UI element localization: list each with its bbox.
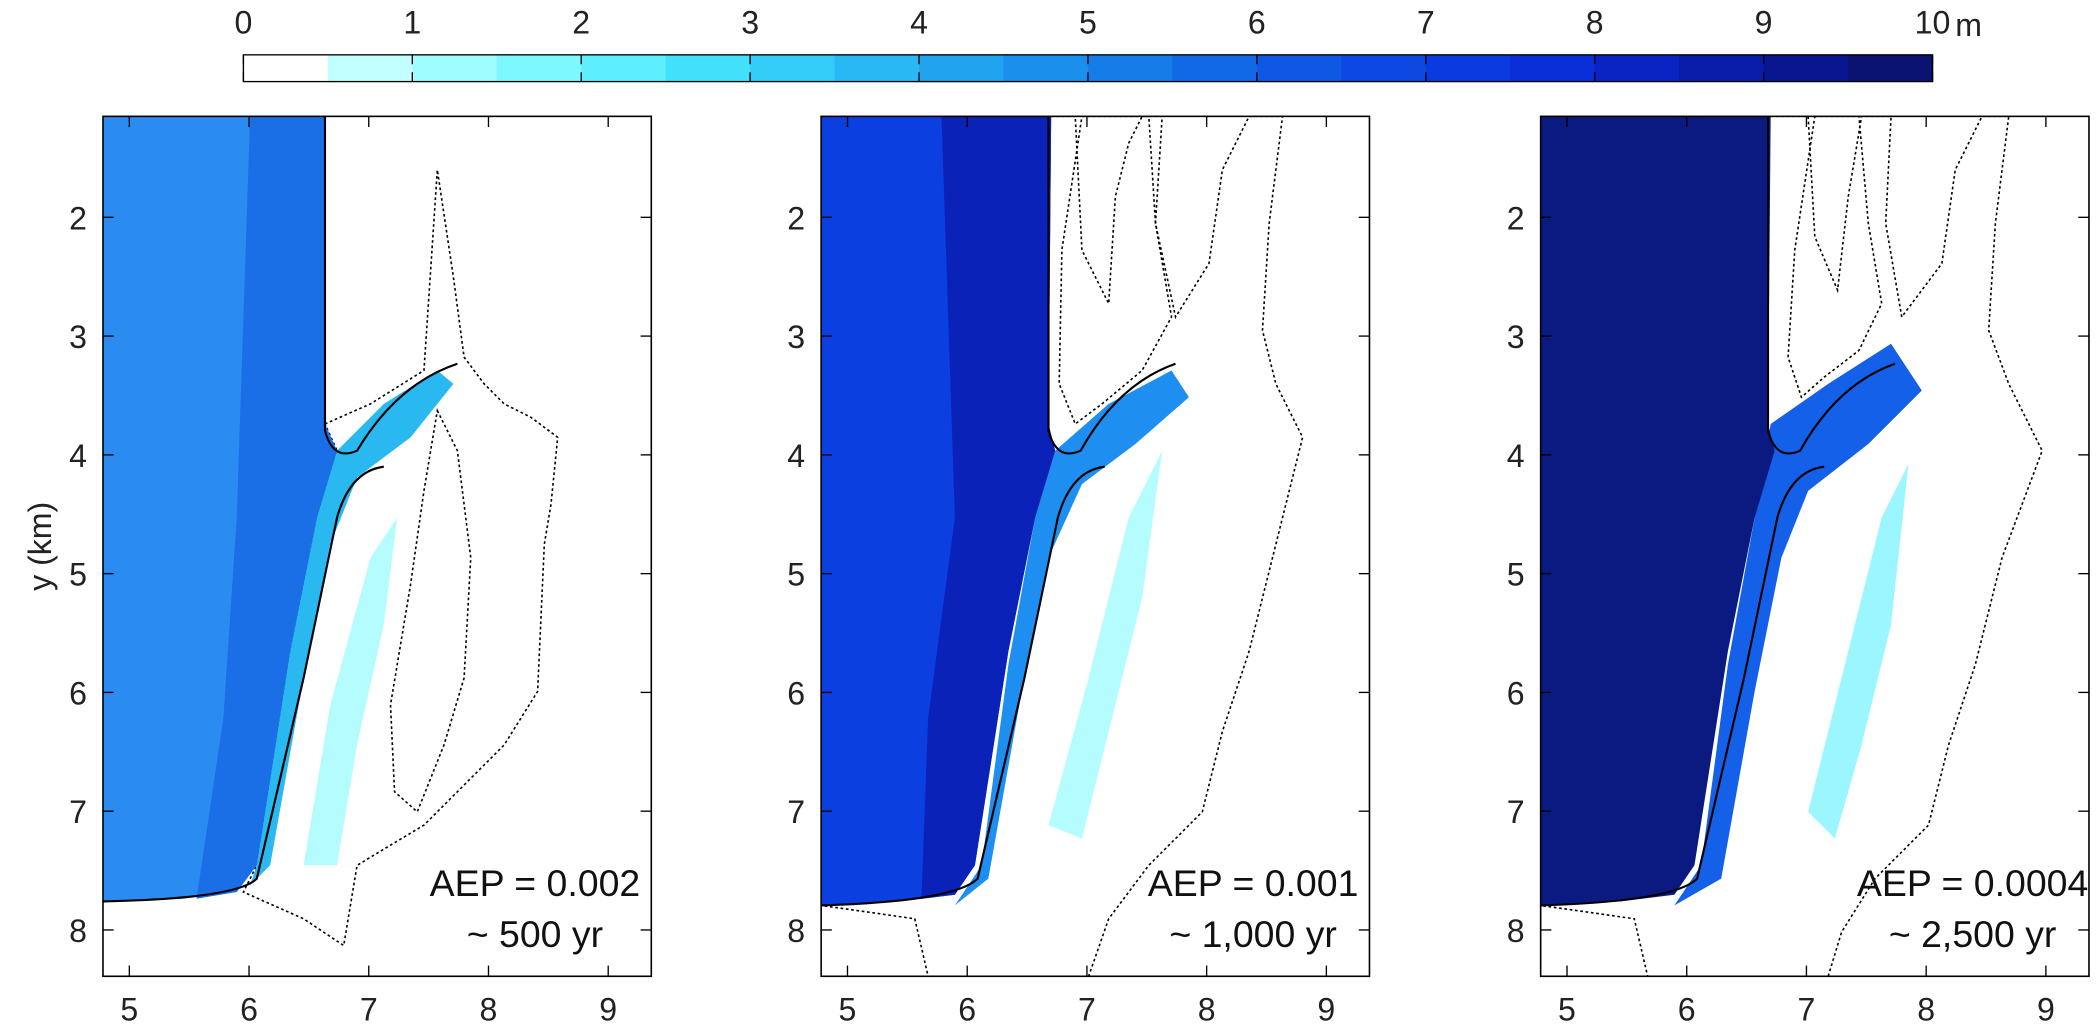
y-tick-label: 7 xyxy=(787,794,805,830)
colorbar-swatch xyxy=(412,55,497,82)
colorbar-swatch xyxy=(1426,55,1511,82)
annotation: AEP = 0.001 xyxy=(1148,862,1359,904)
y-tick-label: 4 xyxy=(787,438,805,474)
x-tick-label: 9 xyxy=(2037,991,2055,1027)
colorbar-tick-label: 8 xyxy=(1586,4,1604,40)
figure: 0 1 2 3 4 5 6 7 8 9 10m 5 6 7 8 9 2 3 4 5 6 7 8 y (km) AEP = 0.0… xyxy=(0,0,2097,1033)
colorbar-swatch xyxy=(328,55,413,82)
colorbar-tick-label: 6 xyxy=(1248,4,1266,40)
colorbar-swatch xyxy=(1510,55,1595,82)
colorbar-swatch xyxy=(1341,55,1426,82)
y-tick-label: 4 xyxy=(1507,438,1525,474)
colorbar-swatch xyxy=(1764,55,1849,82)
colorbar-tick-label: 5 xyxy=(1079,4,1097,40)
colorbar-tick-label: 2 xyxy=(572,4,590,40)
colorbar-swatch xyxy=(835,55,920,82)
x-tick-label: 8 xyxy=(1917,991,1935,1027)
colorbar-tick-label: 3 xyxy=(741,4,759,40)
y-tick-label: 6 xyxy=(1507,675,1525,711)
x-tick-label: 9 xyxy=(599,991,617,1027)
y-tick-label: 2 xyxy=(787,200,805,236)
x-tick-label: 6 xyxy=(1678,991,1696,1027)
y-tick-label: 6 xyxy=(69,675,87,711)
colorbar-tick-label: 4 xyxy=(910,4,928,40)
x-tick-label: 8 xyxy=(480,991,498,1027)
colorbar-tick-label: 0 xyxy=(234,4,252,40)
x-tick-label: 5 xyxy=(839,991,857,1027)
y-tick-label: 5 xyxy=(787,557,805,593)
colorbar-swatch xyxy=(243,55,328,82)
y-tick-label: 8 xyxy=(787,913,805,949)
y-axis-label: y (km) xyxy=(22,502,58,591)
map-1 xyxy=(103,116,651,976)
colorbar-swatch xyxy=(1595,55,1680,82)
y-tick-label: 5 xyxy=(69,557,87,593)
x-tick-label: 7 xyxy=(360,991,378,1027)
y-tick-label: 8 xyxy=(1507,913,1525,949)
y-tick-label: 2 xyxy=(69,200,87,236)
y-tick-label: 7 xyxy=(69,794,87,830)
colorbar-swatch xyxy=(1172,55,1257,82)
y-tick-label: 3 xyxy=(69,319,87,355)
colorbar-unit: m xyxy=(1955,7,1982,43)
colorbar-swatch xyxy=(1003,55,1088,82)
colorbar-swatch xyxy=(1257,55,1342,82)
y-tick-label: 4 xyxy=(69,438,87,474)
colorbar-swatch xyxy=(581,55,666,82)
colorbar-swatch xyxy=(919,55,1004,82)
colorbar-tick-label: 10 xyxy=(1915,4,1951,40)
colorbar-tick-label: 9 xyxy=(1755,4,1773,40)
x-tick-label: 8 xyxy=(1198,991,1216,1027)
x-tick-label: 7 xyxy=(1798,991,1816,1027)
annotation: AEP = 0.002 xyxy=(430,862,641,904)
map-3 xyxy=(1541,116,2089,976)
y-tick-label: 3 xyxy=(1507,319,1525,355)
colorbar-swatch xyxy=(1679,55,1764,82)
x-tick-label: 9 xyxy=(1317,991,1335,1027)
annotation: ~ 2,500 yr xyxy=(1889,913,2057,955)
annotation: AEP = 0.0004 xyxy=(1857,862,2088,904)
colorbar-swatch xyxy=(1848,55,1933,82)
annotation: ~ 500 yr xyxy=(467,913,603,955)
y-tick-label: 2 xyxy=(1507,200,1525,236)
y-tick-label: 3 xyxy=(787,319,805,355)
colorbar-tick-label: 1 xyxy=(403,4,421,40)
colorbar-swatch xyxy=(497,55,582,82)
y-tick-label: 5 xyxy=(1507,557,1525,593)
y-tick-label: 6 xyxy=(787,675,805,711)
colorbar-swatch xyxy=(666,55,751,82)
x-tick-label: 5 xyxy=(120,991,138,1027)
x-tick-label: 6 xyxy=(240,991,258,1027)
x-tick-label: 5 xyxy=(1558,991,1576,1027)
colorbar-swatch xyxy=(750,55,835,82)
colorbar-tick-label: 7 xyxy=(1417,4,1435,40)
map-2 xyxy=(821,116,1369,976)
x-tick-label: 6 xyxy=(958,991,976,1027)
x-tick-label: 7 xyxy=(1078,991,1096,1027)
y-tick-label: 7 xyxy=(1507,794,1525,830)
colorbar-swatch xyxy=(1088,55,1173,82)
y-tick-label: 8 xyxy=(69,913,87,949)
annotation: ~ 1,000 yr xyxy=(1169,913,1337,955)
